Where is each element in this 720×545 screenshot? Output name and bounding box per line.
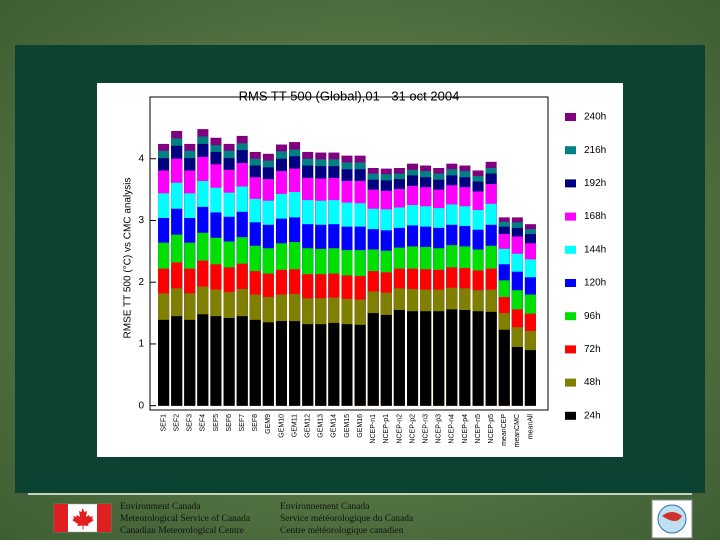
bar [184,319,196,406]
bar [210,316,222,406]
bar [524,350,536,406]
x-tick-label: GEM9 [265,414,272,434]
x-tick-label: GEM13 [318,414,325,438]
legend-swatch [565,279,576,287]
legend-swatch [565,245,576,254]
bar [341,324,353,406]
bar [407,311,419,406]
x-tick-label: SEF3 [187,414,194,432]
bar [380,314,392,406]
x-tick-label: NCEP-p5 [488,414,495,444]
bar [393,309,405,406]
x-tick-label: SEF8 [252,414,259,432]
x-tick-label: GEM12 [305,414,312,438]
legend-swatch [565,113,576,121]
x-tick-label: GEM10 [278,414,285,438]
legend-swatch [565,179,576,188]
x-tick-label: SEF6 [226,414,233,432]
bar [289,321,301,406]
chart-title: RMS TT 500 (Global),01 - 31 oct 2004 [239,88,460,103]
x-tick-label: meanCMC [514,414,521,447]
footer-text: Service météorologique du Canada [280,514,414,524]
logo [651,499,693,539]
bar [158,319,170,406]
bar [420,311,432,406]
legend-label: 168h [584,211,606,222]
x-tick-label: SEF2 [173,414,180,432]
legend-label: 24h [584,410,601,421]
bar [315,324,327,406]
bar [171,316,183,406]
bar [459,309,471,406]
legend-label: 120h [584,278,606,289]
legend-label: 144h [584,244,606,255]
y-tick-label: 1 [138,339,144,350]
x-tick-label: NCEP-n4 [449,414,456,444]
y-tick-label: 0 [138,400,144,411]
x-tick-label: SEF5 [213,414,220,432]
bar [354,324,366,406]
footer-text: Environment Canada [120,502,201,512]
legend-label: 72h [584,344,601,355]
bar [302,324,314,406]
x-tick-label: NCEP-n5 [475,414,482,444]
bar [275,321,287,406]
x-tick-label: GEM15 [344,414,351,438]
x-tick-label: GEM14 [331,414,338,438]
x-tick-label: SEF7 [239,414,246,432]
bar [433,311,445,406]
x-tick-label: SEF1 [160,414,167,432]
footer-text: Environnement Canada [280,502,370,512]
plot-frame [149,96,549,411]
x-tick-label: NCEP-n1 [370,414,377,444]
x-tick-label: meanCEP [501,414,508,446]
x-tick-label: SEF4 [200,414,207,432]
legend-label: 96h [584,311,601,322]
legend-swatch [565,411,576,420]
x-tick-label: NCEP-p2 [409,414,416,444]
legend-label: 192h [584,178,606,189]
bar [197,314,209,406]
x-tick-label: NCEP-n3 [422,414,429,444]
y-tick-label: 4 [138,153,144,164]
x-tick-label: GEM16 [357,414,364,438]
x-tick-label: NCEP-p4 [462,414,469,444]
legend-swatch [565,146,576,155]
legend-swatch [565,378,576,387]
legend-swatch [565,212,576,221]
footer-rule [28,493,692,495]
legend-label: 48h [584,377,601,388]
x-tick-label: NCEP-p3 [436,414,443,444]
footer-text: Centre météorologique canadien [280,526,404,536]
bar [328,322,340,406]
y-axis-label: RMSE TT 500 (°C) vs CMC analysis [123,178,134,339]
legend-swatch [565,312,576,321]
bar [367,313,379,406]
x-tick-label: GEM11 [291,414,298,437]
bar [236,316,248,406]
footer-text: Canadian Meteorological Centre [120,526,244,536]
legend-swatch [565,345,576,354]
bar [223,318,235,406]
y-tick-label: 3 [138,215,144,226]
x-tick-label: meanAll [527,414,534,440]
legend-label: 240h [584,112,606,123]
x-tick-label: NCEP-p1 [383,414,390,444]
x-tick-label: NCEP-n2 [396,414,403,444]
bar [498,329,510,406]
bar [446,309,458,406]
legend-label: 216h [584,145,606,156]
footer-text: Meteorological Service of Canada [120,513,251,524]
bar [511,347,523,406]
y-tick-label: 2 [138,277,144,288]
canada-flag [53,503,112,533]
bar [472,311,484,406]
bar [485,311,497,406]
bar [262,322,274,406]
bar [249,319,261,406]
